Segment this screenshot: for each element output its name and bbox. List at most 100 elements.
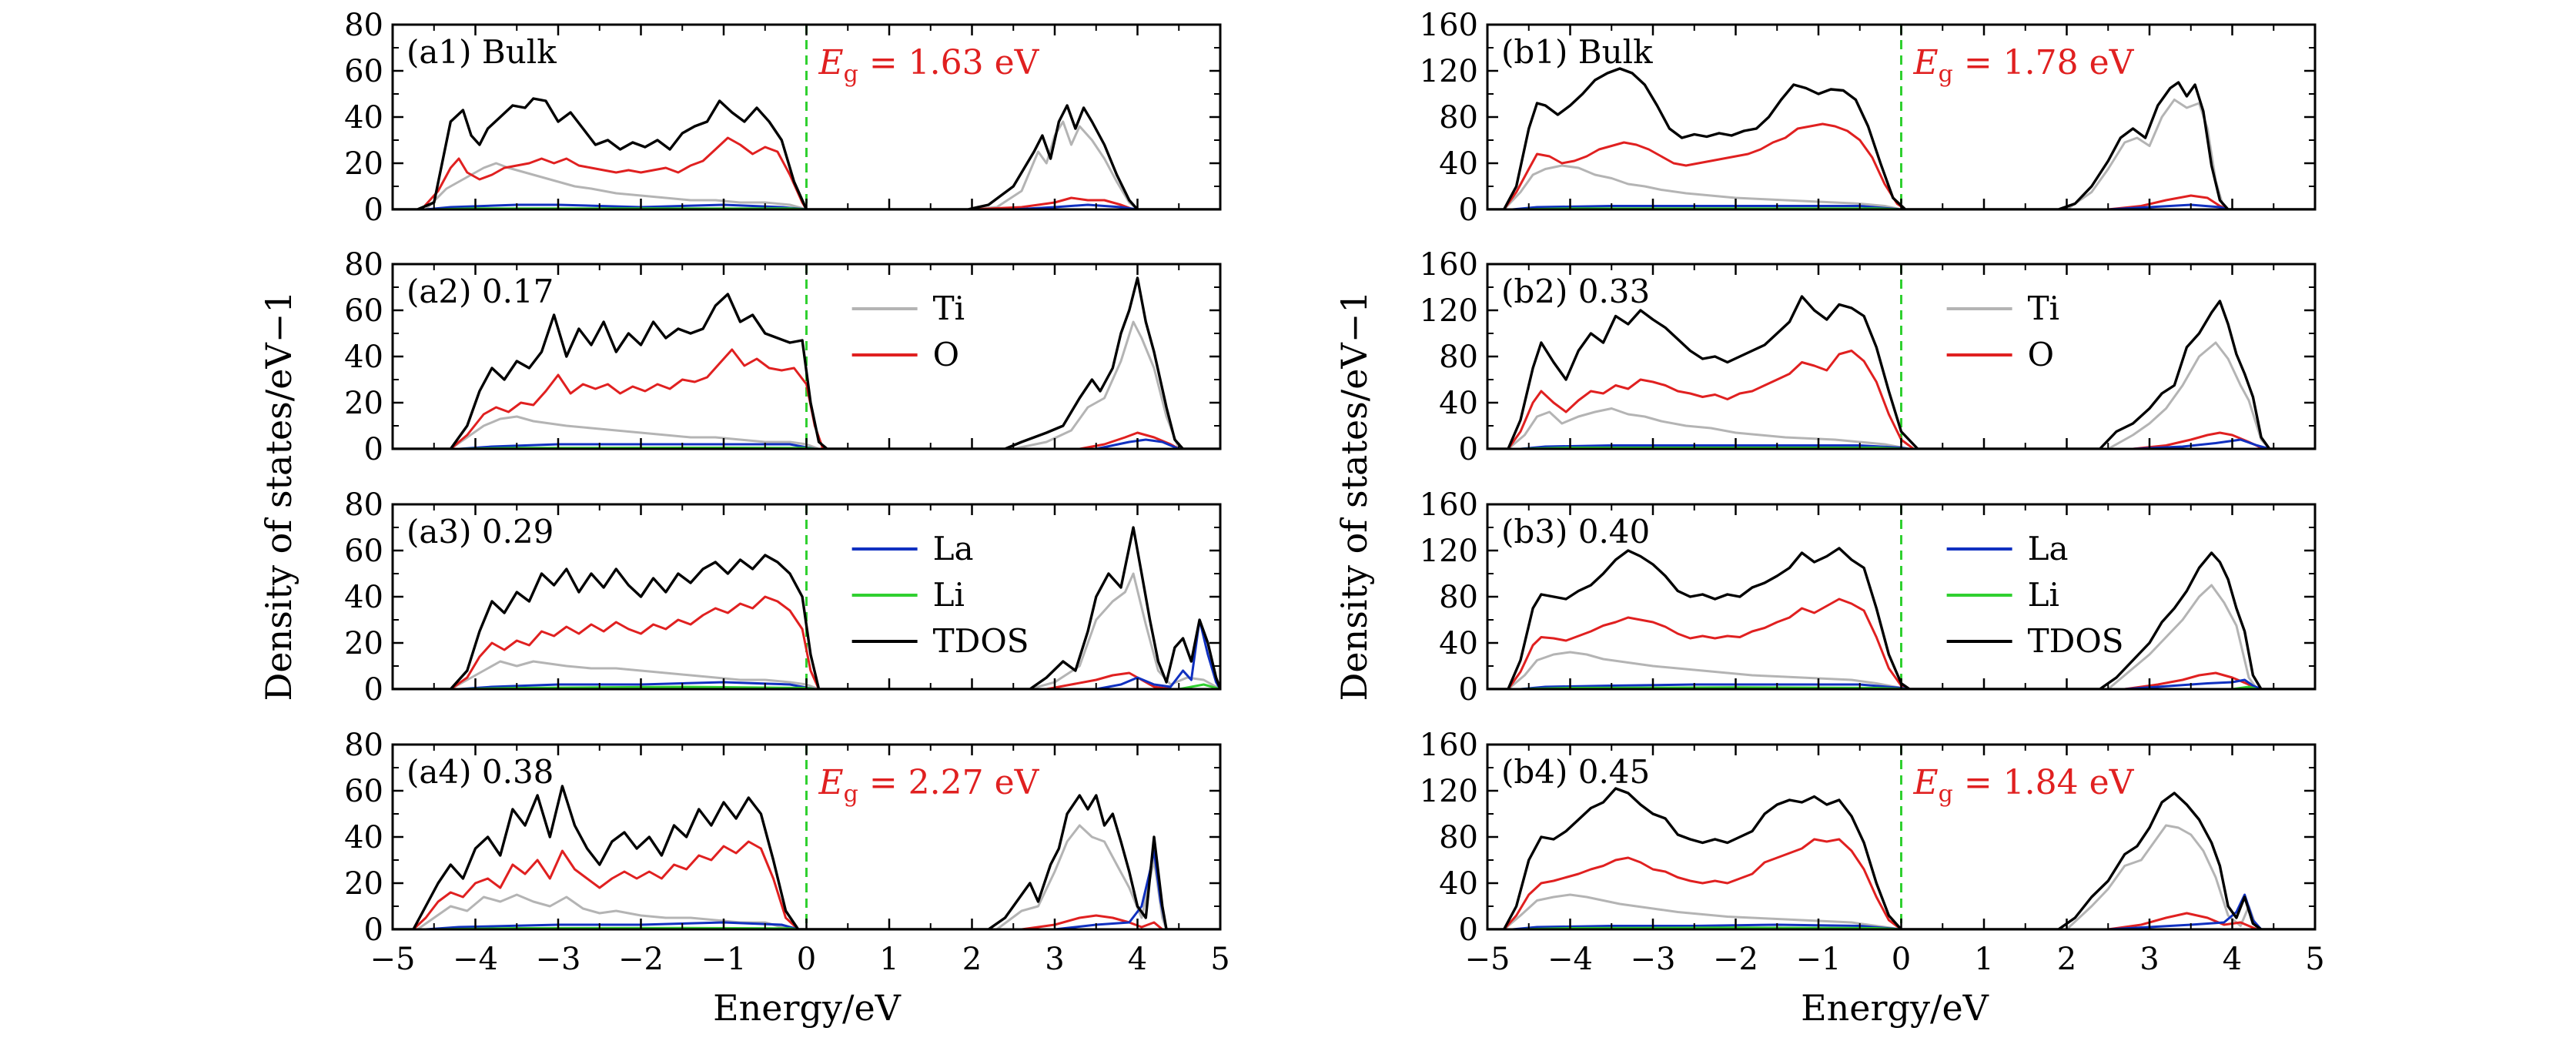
x-tick-label: −2 (1713, 942, 1758, 977)
panel-a2: 0 20 40 60 80 (a2) 0.17 Ti O (344, 247, 1222, 467)
x-axis-label-right: Energy/eV (1801, 987, 1989, 1029)
series-line-ti (393, 572, 1220, 689)
y-tick-label: 80 (344, 8, 383, 43)
y-tick-label: 40 (344, 580, 383, 615)
legend-label-la: La (933, 530, 974, 567)
x-tick-label: −4 (1547, 942, 1593, 977)
x-tick-label: −1 (701, 942, 747, 977)
x-tick-label: 3 (2139, 942, 2159, 977)
y-tick-label: 20 (344, 386, 383, 421)
x-tick-label: −5 (370, 942, 416, 977)
series-line-o (393, 348, 1220, 449)
legend-label-la: La (2028, 530, 2069, 567)
y-tick-label: 20 (344, 866, 383, 902)
x-axis-label-left: Energy/eV (713, 987, 902, 1029)
x-tick-label: 1 (1974, 942, 1993, 977)
y-tick-label: 0 (364, 672, 383, 708)
series-line-o (1487, 838, 2315, 929)
x-tick-label: 0 (797, 942, 816, 977)
panel-label: (b3) 0.40 (1501, 513, 1650, 551)
y-tick-label: 80 (1439, 580, 1478, 615)
series-line-o (393, 595, 1220, 689)
panel-label: (b1) Bulk (1501, 33, 1653, 71)
y-axis-label-left: Density of states/eV−1 (258, 290, 299, 701)
panel-b1: 0 40 80 120 160 (b1) Bulk Eg = 1.78 eV (1420, 8, 2317, 228)
series-line-la (393, 203, 1220, 209)
series-line-la (393, 438, 1220, 449)
y-tick-label: 40 (1439, 626, 1478, 661)
x-tick-label: −3 (536, 942, 581, 977)
y-tick-label: 40 (344, 340, 383, 375)
x-tick-label: 2 (2057, 942, 2076, 977)
y-tick-label: 20 (344, 146, 383, 182)
series-line-tdos (393, 97, 1220, 209)
y-tick-label: 40 (344, 820, 383, 855)
series-line-o (1487, 350, 2315, 449)
panel-a4: 0 20 40 60 80 −5 −4 −3 −2 −1 0 1 2 3 4 5 (a4) 0.38 Eg = 2… (344, 728, 1230, 977)
y-tick-label: 80 (1439, 100, 1478, 136)
y-tick-label: 120 (1420, 293, 1478, 329)
band-gap-label: Eg = 1.78 eV (1913, 43, 2135, 88)
y-tick-label: 0 (364, 912, 383, 948)
x-tick-label: 5 (2305, 942, 2324, 977)
y-tick-label: 80 (1439, 340, 1478, 375)
panel-label: (a3) 0.29 (406, 513, 554, 551)
series-line-o (1487, 597, 2315, 689)
x-tick-label: 1 (879, 942, 898, 977)
x-tick-label: 5 (1210, 942, 1229, 977)
panel-b3: 0 40 80 120 160 (b3) 0.40 La Li TDOS (1420, 487, 2317, 708)
panel-a1: 0 20 40 60 80 (a1) Bulk Eg = 1.63 eV (344, 8, 1222, 228)
legend-label-tdos: TDOS (2028, 622, 2124, 660)
y-tick-label: 40 (1439, 146, 1478, 182)
band-gap-label: Eg = 1.84 eV (1913, 763, 2135, 808)
series-line-ti (393, 320, 1220, 449)
series-line-tdos (1487, 787, 2315, 929)
legend-label-li: Li (933, 576, 965, 614)
legend-label-o: O (2028, 336, 2054, 373)
y-tick-label: 160 (1420, 487, 1478, 523)
y-tick-label: 160 (1420, 247, 1478, 283)
y-tick-label: 60 (344, 534, 383, 569)
panel-b4: 0 40 80 120 160 −5 −4 −3 −2 −1 0 1 2 3 4 5 (b4) 0.45 Eg =… (1420, 728, 2325, 977)
y-tick-label: 0 (1459, 912, 1478, 948)
series-line-o (393, 136, 1220, 209)
band-gap-label: Eg = 1.63 eV (818, 43, 1040, 88)
y-tick-label: 80 (1439, 820, 1478, 855)
y-axis-label-right: Density of states/eV−1 (1333, 290, 1375, 701)
series-line-tdos (1487, 295, 2315, 449)
legend-label-tdos: TDOS (933, 622, 1029, 660)
series-line-ti (1487, 99, 2315, 209)
panel-label: (a4) 0.38 (406, 753, 554, 791)
x-tick-label: 4 (2223, 942, 2242, 977)
y-tick-label: 80 (344, 487, 383, 523)
series-line-tdos (393, 276, 1220, 449)
panel-a3: 0 20 40 60 80 (a3) 0.29 La Li TDOS (344, 487, 1222, 708)
x-tick-label: 2 (962, 942, 982, 977)
y-tick-label: 60 (344, 774, 383, 809)
legend-label-ti: Ti (2028, 290, 2059, 327)
y-tick-label: 120 (1420, 774, 1478, 809)
series-line-tdos (393, 785, 1220, 929)
y-tick-label: 20 (344, 626, 383, 661)
y-tick-label: 60 (344, 293, 383, 329)
series-line-la (1487, 678, 2315, 689)
y-tick-label: 160 (1420, 728, 1478, 763)
series-line-o (393, 840, 1220, 929)
x-tick-label: −5 (1465, 942, 1510, 977)
x-tick-label: 0 (1892, 942, 1911, 977)
panel-label: (a2) 0.17 (406, 273, 554, 310)
y-tick-label: 0 (1459, 432, 1478, 467)
x-tick-label: 3 (1045, 942, 1064, 977)
y-tick-label: 0 (364, 432, 383, 467)
series-line-ti (1487, 341, 2315, 449)
y-tick-label: 0 (1459, 192, 1478, 228)
band-gap-label: Eg = 2.27 eV (818, 763, 1040, 808)
legend-label-li: Li (2028, 576, 2059, 614)
x-tick-label: −2 (618, 942, 664, 977)
y-tick-label: 60 (344, 54, 383, 89)
y-tick-label: 40 (1439, 866, 1478, 902)
panel-label: (a1) Bulk (406, 33, 557, 71)
series-line-ti (1487, 584, 2315, 689)
series-line-tdos (1487, 547, 2315, 689)
